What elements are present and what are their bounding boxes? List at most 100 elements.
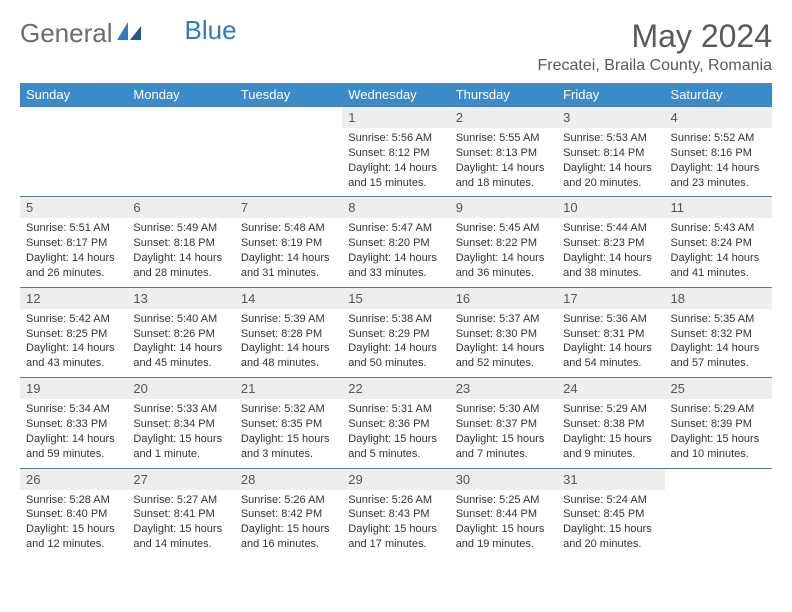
calendar-day-cell: 26Sunrise: 5:28 AMSunset: 8:40 PMDayligh… — [20, 468, 127, 558]
sail-icon — [117, 18, 143, 49]
calendar-day-cell: 8Sunrise: 5:47 AMSunset: 8:20 PMDaylight… — [342, 197, 449, 287]
calendar-day-cell: 11Sunrise: 5:43 AMSunset: 8:24 PMDayligh… — [665, 197, 772, 287]
day-number: 31 — [557, 469, 664, 490]
day-number: 26 — [20, 469, 127, 490]
day-number: 25 — [665, 378, 772, 399]
day-details: Sunrise: 5:49 AMSunset: 8:18 PMDaylight:… — [127, 218, 234, 286]
calendar-day-cell: 24Sunrise: 5:29 AMSunset: 8:38 PMDayligh… — [557, 378, 664, 468]
calendar-week-row: 19Sunrise: 5:34 AMSunset: 8:33 PMDayligh… — [20, 378, 772, 468]
day-details: Sunrise: 5:29 AMSunset: 8:39 PMDaylight:… — [665, 399, 772, 467]
calendar-week-row: 1Sunrise: 5:56 AMSunset: 8:12 PMDaylight… — [20, 107, 772, 197]
calendar-day-cell — [235, 107, 342, 197]
calendar-day-cell: 2Sunrise: 5:55 AMSunset: 8:13 PMDaylight… — [450, 107, 557, 197]
day-number: 19 — [20, 378, 127, 399]
calendar-day-cell: 28Sunrise: 5:26 AMSunset: 8:42 PMDayligh… — [235, 468, 342, 558]
day-details: Sunrise: 5:53 AMSunset: 8:14 PMDaylight:… — [557, 128, 664, 196]
day-details: Sunrise: 5:44 AMSunset: 8:23 PMDaylight:… — [557, 218, 664, 286]
day-details: Sunrise: 5:38 AMSunset: 8:29 PMDaylight:… — [342, 309, 449, 377]
day-number: 4 — [665, 107, 772, 128]
day-number — [127, 107, 234, 128]
calendar-day-cell: 20Sunrise: 5:33 AMSunset: 8:34 PMDayligh… — [127, 378, 234, 468]
header: General Blue May 2024 Frecatei, Braila C… — [20, 18, 772, 75]
day-details: Sunrise: 5:30 AMSunset: 8:37 PMDaylight:… — [450, 399, 557, 467]
day-details: Sunrise: 5:24 AMSunset: 8:45 PMDaylight:… — [557, 490, 664, 558]
day-number: 10 — [557, 197, 664, 218]
day-details: Sunrise: 5:35 AMSunset: 8:32 PMDaylight:… — [665, 309, 772, 377]
day-details: Sunrise: 5:51 AMSunset: 8:17 PMDaylight:… — [20, 218, 127, 286]
day-number: 23 — [450, 378, 557, 399]
calendar-day-cell — [20, 107, 127, 197]
day-details: Sunrise: 5:42 AMSunset: 8:25 PMDaylight:… — [20, 309, 127, 377]
day-details: Sunrise: 5:28 AMSunset: 8:40 PMDaylight:… — [20, 490, 127, 558]
day-details: Sunrise: 5:45 AMSunset: 8:22 PMDaylight:… — [450, 218, 557, 286]
day-details: Sunrise: 5:32 AMSunset: 8:35 PMDaylight:… — [235, 399, 342, 467]
calendar-header-row: SundayMondayTuesdayWednesdayThursdayFrid… — [20, 83, 772, 107]
calendar-day-cell: 22Sunrise: 5:31 AMSunset: 8:36 PMDayligh… — [342, 378, 449, 468]
day-number: 3 — [557, 107, 664, 128]
day-number: 5 — [20, 197, 127, 218]
calendar-day-cell: 9Sunrise: 5:45 AMSunset: 8:22 PMDaylight… — [450, 197, 557, 287]
calendar-day-cell: 27Sunrise: 5:27 AMSunset: 8:41 PMDayligh… — [127, 468, 234, 558]
day-number: 30 — [450, 469, 557, 490]
day-details: Sunrise: 5:48 AMSunset: 8:19 PMDaylight:… — [235, 218, 342, 286]
day-details: Sunrise: 5:31 AMSunset: 8:36 PMDaylight:… — [342, 399, 449, 467]
calendar-day-cell: 1Sunrise: 5:56 AMSunset: 8:12 PMDaylight… — [342, 107, 449, 197]
calendar-day-cell: 14Sunrise: 5:39 AMSunset: 8:28 PMDayligh… — [235, 287, 342, 377]
weekday-header: Thursday — [450, 83, 557, 107]
day-details: Sunrise: 5:55 AMSunset: 8:13 PMDaylight:… — [450, 128, 557, 196]
day-details: Sunrise: 5:47 AMSunset: 8:20 PMDaylight:… — [342, 218, 449, 286]
day-number: 9 — [450, 197, 557, 218]
day-number: 29 — [342, 469, 449, 490]
calendar-day-cell: 13Sunrise: 5:40 AMSunset: 8:26 PMDayligh… — [127, 287, 234, 377]
day-details: Sunrise: 5:29 AMSunset: 8:38 PMDaylight:… — [557, 399, 664, 467]
day-number: 28 — [235, 469, 342, 490]
day-details: Sunrise: 5:33 AMSunset: 8:34 PMDaylight:… — [127, 399, 234, 467]
weekday-header: Tuesday — [235, 83, 342, 107]
day-details: Sunrise: 5:34 AMSunset: 8:33 PMDaylight:… — [20, 399, 127, 467]
calendar-day-cell: 15Sunrise: 5:38 AMSunset: 8:29 PMDayligh… — [342, 287, 449, 377]
calendar-day-cell: 23Sunrise: 5:30 AMSunset: 8:37 PMDayligh… — [450, 378, 557, 468]
page-title: May 2024 — [538, 18, 772, 55]
weekday-header: Monday — [127, 83, 234, 107]
calendar-table: SundayMondayTuesdayWednesdayThursdayFrid… — [20, 83, 772, 558]
day-number: 22 — [342, 378, 449, 399]
day-number: 13 — [127, 288, 234, 309]
day-details: Sunrise: 5:26 AMSunset: 8:42 PMDaylight:… — [235, 490, 342, 558]
logo: General Blue — [20, 18, 237, 49]
logo-text-general: General — [20, 18, 113, 49]
day-number: 7 — [235, 197, 342, 218]
day-details: Sunrise: 5:27 AMSunset: 8:41 PMDaylight:… — [127, 490, 234, 558]
day-number: 17 — [557, 288, 664, 309]
calendar-day-cell — [127, 107, 234, 197]
calendar-day-cell: 17Sunrise: 5:36 AMSunset: 8:31 PMDayligh… — [557, 287, 664, 377]
day-number — [665, 469, 772, 490]
day-number: 2 — [450, 107, 557, 128]
calendar-week-row: 26Sunrise: 5:28 AMSunset: 8:40 PMDayligh… — [20, 468, 772, 558]
calendar-week-row: 5Sunrise: 5:51 AMSunset: 8:17 PMDaylight… — [20, 197, 772, 287]
calendar-day-cell: 3Sunrise: 5:53 AMSunset: 8:14 PMDaylight… — [557, 107, 664, 197]
calendar-day-cell: 25Sunrise: 5:29 AMSunset: 8:39 PMDayligh… — [665, 378, 772, 468]
weekday-header: Saturday — [665, 83, 772, 107]
day-number — [20, 107, 127, 128]
calendar-day-cell: 29Sunrise: 5:26 AMSunset: 8:43 PMDayligh… — [342, 468, 449, 558]
day-details: Sunrise: 5:26 AMSunset: 8:43 PMDaylight:… — [342, 490, 449, 558]
day-number: 6 — [127, 197, 234, 218]
weekday-header: Sunday — [20, 83, 127, 107]
day-number: 27 — [127, 469, 234, 490]
day-details: Sunrise: 5:37 AMSunset: 8:30 PMDaylight:… — [450, 309, 557, 377]
weekday-header: Wednesday — [342, 83, 449, 107]
day-details: Sunrise: 5:56 AMSunset: 8:12 PMDaylight:… — [342, 128, 449, 196]
day-number — [235, 107, 342, 128]
calendar-day-cell: 16Sunrise: 5:37 AMSunset: 8:30 PMDayligh… — [450, 287, 557, 377]
calendar-day-cell: 4Sunrise: 5:52 AMSunset: 8:16 PMDaylight… — [665, 107, 772, 197]
calendar-day-cell: 30Sunrise: 5:25 AMSunset: 8:44 PMDayligh… — [450, 468, 557, 558]
day-number: 16 — [450, 288, 557, 309]
day-number: 14 — [235, 288, 342, 309]
day-details: Sunrise: 5:52 AMSunset: 8:16 PMDaylight:… — [665, 128, 772, 196]
calendar-day-cell: 10Sunrise: 5:44 AMSunset: 8:23 PMDayligh… — [557, 197, 664, 287]
day-number: 8 — [342, 197, 449, 218]
day-number: 11 — [665, 197, 772, 218]
calendar-day-cell: 19Sunrise: 5:34 AMSunset: 8:33 PMDayligh… — [20, 378, 127, 468]
calendar-day-cell: 5Sunrise: 5:51 AMSunset: 8:17 PMDaylight… — [20, 197, 127, 287]
calendar-week-row: 12Sunrise: 5:42 AMSunset: 8:25 PMDayligh… — [20, 287, 772, 377]
